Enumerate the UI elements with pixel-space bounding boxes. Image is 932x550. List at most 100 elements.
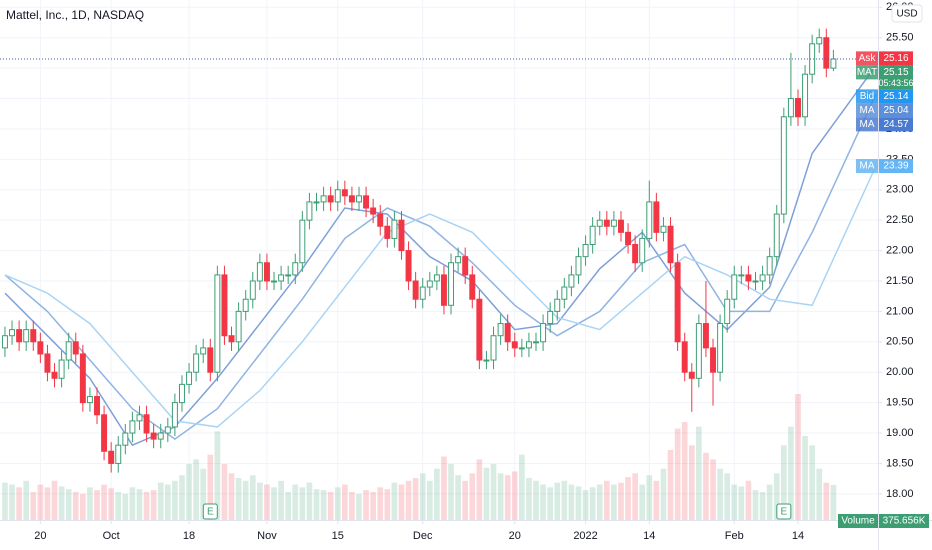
candle-body — [823, 37, 830, 69]
volume-bar — [242, 480, 249, 520]
candle-body — [589, 225, 596, 245]
volume-bar — [434, 468, 440, 520]
candle-body — [596, 219, 603, 227]
candle-body — [9, 329, 16, 337]
tag-value-box — [879, 103, 913, 118]
candle-body — [391, 219, 398, 239]
volume-value: 375.656K — [883, 516, 926, 527]
volume-pane — [2, 394, 837, 520]
volume-bar — [554, 482, 561, 520]
candle-body — [483, 359, 490, 362]
volume-bar — [724, 473, 731, 520]
volume-bar — [214, 431, 221, 520]
candle-body — [143, 414, 150, 434]
x-tick-label: Nov — [257, 530, 277, 542]
y-tick-label: 22.00 — [886, 244, 914, 256]
candle-body — [30, 329, 37, 343]
candle-body — [412, 280, 419, 300]
candle-body — [617, 219, 624, 233]
earnings-marker — [776, 503, 792, 520]
x-tick-label: Feb — [725, 530, 744, 542]
volume-bar — [611, 484, 617, 520]
candle-body — [278, 274, 285, 282]
candle-body — [377, 213, 384, 227]
moving-average — [4, 165, 877, 428]
candle-body — [384, 225, 391, 239]
y-tick-label: 21.00 — [886, 305, 914, 317]
candle-body — [554, 298, 561, 312]
candle-body — [16, 329, 23, 343]
candle-body — [490, 335, 497, 361]
candle-body — [256, 262, 263, 282]
earnings-label[interactable]: E — [207, 507, 214, 518]
candle-body — [263, 262, 270, 282]
volume-bar — [448, 464, 454, 520]
volume-bar — [731, 484, 738, 520]
volume-bar — [122, 493, 129, 520]
candle-body — [561, 286, 568, 300]
candle-body — [44, 353, 51, 373]
volume-value-box — [879, 514, 929, 528]
candle-body — [94, 396, 100, 416]
tag-label-box — [856, 159, 878, 174]
volume-bar — [257, 482, 263, 520]
candle-body — [773, 213, 780, 258]
currency-button[interactable] — [891, 4, 923, 23]
candle-body — [171, 402, 178, 428]
volume-bar — [285, 492, 292, 520]
earnings-label[interactable]: E — [780, 507, 787, 518]
candle-body — [186, 371, 193, 385]
candle-body — [681, 341, 688, 373]
volume-bar — [51, 480, 58, 520]
candle-body — [533, 341, 539, 344]
chart-title: Mattel, Inc., 1D, NASDAQ — [6, 8, 144, 22]
tag-value: 25.04 — [883, 105, 908, 116]
candle-body — [787, 98, 794, 118]
x-tick-label: Dec — [413, 530, 433, 542]
volume-bar — [752, 490, 759, 520]
candle-body — [766, 256, 773, 276]
volume-bar — [356, 493, 362, 520]
volume-bar — [249, 475, 256, 520]
candle-body — [717, 323, 724, 373]
candle-body — [504, 323, 511, 343]
x-tick-label: 14 — [792, 530, 804, 542]
volume-bar — [179, 475, 185, 520]
volume-bar — [129, 487, 136, 520]
volume-bar — [16, 487, 22, 520]
candle-body — [745, 274, 752, 282]
tag-label-box — [856, 51, 878, 66]
candle-body — [731, 274, 738, 300]
tag-label: MA — [860, 161, 875, 172]
volume-bar — [575, 486, 582, 520]
candle-body — [695, 323, 702, 379]
candle-body — [101, 414, 108, 452]
axes: 18.00 18.50 19.00 19.50 20.00 20.50 21.00 21.50… — [34, 1, 913, 542]
candle-body — [58, 359, 65, 379]
volume-bar — [568, 484, 575, 520]
volume-bar — [596, 484, 603, 520]
candle-body — [157, 432, 164, 440]
volume-bar — [632, 473, 638, 520]
volume-bar — [264, 484, 270, 520]
volume-bar — [94, 490, 100, 520]
tag-label-box — [856, 89, 878, 104]
x-tick-label: 20 — [34, 530, 46, 542]
volume-bar — [299, 487, 306, 520]
price-tag: MA 24.57 — [856, 117, 913, 132]
volume-bar — [490, 464, 497, 520]
volume-bar — [405, 480, 412, 520]
volume-bar — [235, 478, 242, 520]
volume-bar — [738, 486, 745, 520]
volume-bar — [157, 482, 164, 520]
volume-bar — [802, 436, 808, 520]
volume-bar — [717, 468, 723, 520]
volume-bar — [780, 445, 787, 520]
candle-body — [285, 274, 292, 277]
volume-bar — [193, 459, 199, 520]
tag-value-box — [879, 117, 913, 132]
currency[interactable]: USD — [896, 9, 917, 20]
volume-bar — [313, 489, 320, 520]
